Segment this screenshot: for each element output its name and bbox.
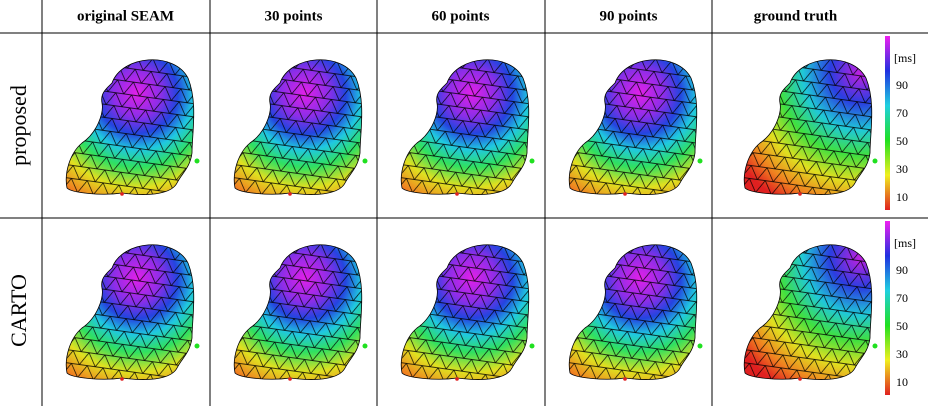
column-header: 30 points <box>265 8 323 24</box>
marker-red <box>623 192 627 196</box>
marker-green <box>363 159 368 164</box>
row-label: CARTO <box>6 274 31 347</box>
marker-red <box>455 377 459 381</box>
mesh-wire <box>234 245 362 380</box>
colorbar <box>885 36 890 210</box>
colorbar <box>885 221 890 395</box>
marker-red <box>288 377 292 381</box>
marker-green <box>530 159 535 164</box>
marker-green <box>195 344 200 349</box>
mesh-map <box>569 245 702 381</box>
column-header: ground truth <box>754 8 838 24</box>
mesh-map <box>234 245 367 381</box>
colorbar-tick: 10 <box>896 190 908 204</box>
marker-green <box>873 344 878 349</box>
mesh-map <box>744 245 877 381</box>
marker-red <box>120 192 124 196</box>
mesh-wire <box>66 60 194 195</box>
row-label: proposed <box>6 85 31 166</box>
colorbar-tick: 30 <box>896 347 908 361</box>
mesh-wire <box>744 245 872 380</box>
marker-red <box>120 377 124 381</box>
mesh-map <box>744 60 877 196</box>
mesh-map <box>66 245 199 381</box>
colorbar-tick: 30 <box>896 162 908 176</box>
marker-red <box>455 192 459 196</box>
marker-green <box>698 344 703 349</box>
mesh-wire <box>569 245 697 380</box>
colorbar-tick: 50 <box>896 319 908 333</box>
marker-green <box>698 159 703 164</box>
colorbar-tick: 10 <box>896 375 908 389</box>
mesh-map <box>401 60 534 196</box>
marker-red <box>288 192 292 196</box>
colorbar-tick: 50 <box>896 134 908 148</box>
colorbar-tick: 90 <box>896 78 908 92</box>
mesh-wire <box>569 60 697 195</box>
colorbar-tick: 70 <box>896 291 908 305</box>
column-header: 60 points <box>432 8 490 24</box>
marker-green <box>873 159 878 164</box>
mesh-wire <box>401 245 529 380</box>
mesh-wire <box>401 60 529 195</box>
marker-red <box>798 377 802 381</box>
mesh-map <box>234 60 367 196</box>
mesh-map <box>569 60 702 196</box>
colorbar-tick: 70 <box>896 106 908 120</box>
marker-red <box>798 192 802 196</box>
colorbar-tick: 90 <box>896 263 908 277</box>
marker-green <box>530 344 535 349</box>
marker-green <box>363 344 368 349</box>
colorbar-unit: [ms] <box>894 236 916 250</box>
mesh-wire <box>234 60 362 195</box>
mesh-wire <box>744 60 872 195</box>
mesh-map <box>401 245 534 381</box>
column-header: original SEAM <box>77 8 174 24</box>
mesh-wire <box>66 245 194 380</box>
colorbar-unit: [ms] <box>894 51 916 65</box>
marker-green <box>195 159 200 164</box>
column-header: 90 points <box>600 8 658 24</box>
mesh-map <box>66 60 199 196</box>
figure: original SEAM 30 points 60 points 90 points… <box>0 0 928 406</box>
marker-red <box>623 377 627 381</box>
